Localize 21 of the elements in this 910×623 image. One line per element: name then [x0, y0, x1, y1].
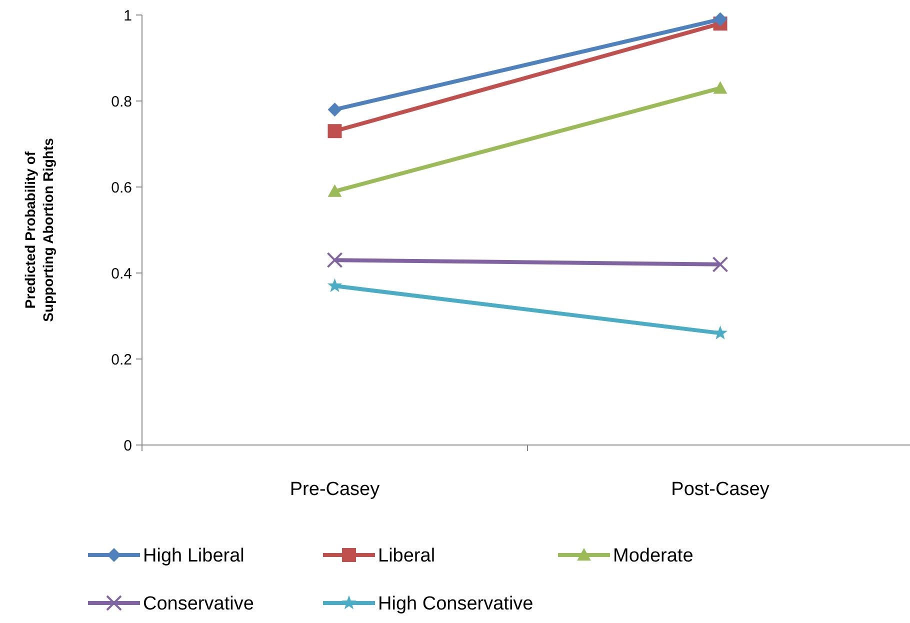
- y-tick-label: 0.4: [111, 265, 132, 282]
- y-tick-label: 0.8: [111, 93, 132, 110]
- x-tick-label: Pre-Casey: [290, 479, 380, 500]
- x-tick-label: Post-Casey: [671, 479, 770, 500]
- legend-label: Conservative: [143, 594, 254, 615]
- y-axis-title: Predicted Probability of Supporting Abortion Rights: [22, 138, 56, 322]
- y-tick-label: 0.2: [111, 351, 132, 368]
- legend-label: High Conservative: [378, 594, 534, 615]
- point: [327, 278, 342, 292]
- point: [713, 12, 728, 26]
- legend-label: Moderate: [613, 546, 694, 567]
- y-tick-label: 0.6: [111, 179, 132, 196]
- point: [712, 326, 728, 340]
- y-tick-label: 1: [124, 7, 132, 24]
- point: [326, 252, 343, 268]
- y-tick-label: 0: [124, 437, 132, 454]
- point: [328, 102, 342, 117]
- point: [712, 256, 728, 272]
- legend-label: Liberal: [378, 546, 436, 567]
- legend-label: High Liberal: [143, 546, 244, 567]
- point: [328, 124, 342, 138]
